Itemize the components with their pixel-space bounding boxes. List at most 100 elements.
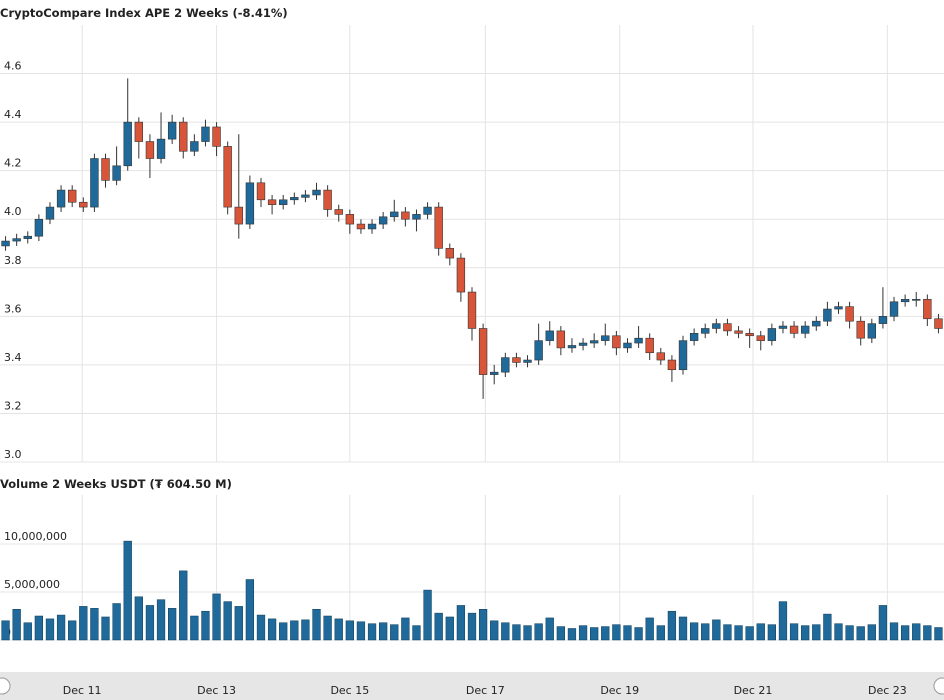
volume-bar (556, 626, 565, 641)
volume-bar (723, 624, 732, 641)
volume-bar (467, 612, 477, 641)
candle-body (12, 238, 21, 242)
candle-body (56, 189, 66, 208)
volume-bar (534, 623, 543, 641)
volume-bar (179, 570, 188, 641)
candle-body (734, 330, 743, 334)
candle-body (900, 299, 910, 303)
y-tick-label: 3.2 (4, 399, 22, 412)
candle-body (490, 371, 499, 375)
candle-body (68, 189, 77, 203)
volume-bar (445, 616, 454, 641)
candle-body (578, 342, 588, 346)
candle-body (534, 340, 543, 361)
volume-bar (390, 624, 399, 641)
price-title: CryptoCompare Index APE 2 Weeks (-8.41%) (0, 6, 288, 20)
y-tick-label: 3.4 (4, 351, 22, 364)
volume-bar (867, 624, 876, 641)
volume-bar (279, 622, 288, 641)
candle-body (90, 158, 99, 208)
volume-bar (645, 617, 654, 641)
candle-body (79, 201, 88, 208)
candle-body (223, 146, 232, 208)
x-tick-label: Dec 15 (330, 684, 369, 697)
candle-body (701, 328, 710, 334)
candle-body (634, 337, 643, 344)
volume-bar (156, 599, 166, 641)
x-tick-label: Dec 11 (63, 684, 102, 697)
candle-body (101, 158, 110, 181)
candle-body (290, 197, 299, 201)
candle-body (123, 121, 132, 167)
candle-body (201, 126, 210, 142)
candle-body (589, 340, 599, 344)
volume-bar (1, 620, 10, 641)
candle-body (23, 235, 32, 239)
candle-body (878, 316, 888, 324)
volume-bar (900, 625, 910, 641)
volume-bar (145, 605, 155, 641)
candle-body (45, 206, 55, 220)
volume-title: Volume 2 Weeks USDT (₮ 604.50 M) (0, 477, 232, 491)
navigator[interactable] (0, 672, 944, 700)
candle-body (112, 165, 121, 181)
candle-body (800, 325, 810, 334)
candle-body (812, 320, 821, 327)
volume-bar (68, 620, 77, 641)
candle-body (334, 209, 343, 215)
volume-bar (334, 618, 343, 641)
candle-body (867, 323, 876, 339)
candle-body (412, 214, 421, 220)
candle-body (656, 352, 665, 361)
volume-bar (212, 593, 221, 641)
volume-bar (501, 622, 510, 641)
volume-bar (134, 596, 143, 641)
y-tick-label: 4.0 (4, 205, 22, 218)
volume-bar (234, 606, 243, 641)
candle-body (623, 342, 632, 349)
x-tick-label: Dec 19 (600, 684, 639, 697)
volume-bar (12, 609, 21, 641)
volume-bar (112, 603, 121, 641)
candle-body (823, 308, 832, 322)
candle-body (134, 121, 144, 142)
volume-bar (756, 623, 765, 641)
volume-bar (856, 626, 865, 641)
candle-body (678, 340, 688, 371)
candle-body (512, 357, 521, 363)
y-tick-label: 3.8 (4, 254, 22, 267)
volume-bar (601, 626, 610, 641)
volume-bar (412, 625, 421, 641)
navigator-handle[interactable] (0, 677, 11, 695)
candle-body (567, 345, 577, 349)
candle-body (256, 182, 266, 201)
volume-bar (345, 620, 354, 641)
candle-body (245, 182, 255, 225)
volume-bar (423, 589, 432, 641)
volume-bar (245, 579, 255, 641)
candle-body (445, 248, 454, 259)
x-tick-label: Dec 13 (197, 684, 236, 697)
volume-bar (545, 617, 554, 641)
volume-bar (356, 621, 366, 641)
volume-bar (778, 601, 788, 641)
volume-bar (101, 616, 110, 641)
candle-body (523, 359, 532, 363)
volume-bar (923, 625, 932, 641)
candle-body (401, 211, 410, 220)
volume-bar (912, 623, 921, 641)
candle-body (667, 359, 677, 371)
volume-bar (523, 625, 532, 641)
navigator-handle[interactable] (933, 677, 944, 695)
candle-body (501, 357, 510, 373)
volume-bar (767, 624, 776, 641)
volume-bar (34, 615, 44, 641)
volume-bar (745, 626, 754, 641)
volume-bar (801, 625, 810, 641)
volume-bar (256, 614, 266, 641)
candle-body (756, 335, 765, 341)
candle-body (279, 199, 288, 205)
candle-body (234, 206, 243, 225)
volume-bar (290, 620, 299, 641)
volume-bar (301, 619, 310, 641)
